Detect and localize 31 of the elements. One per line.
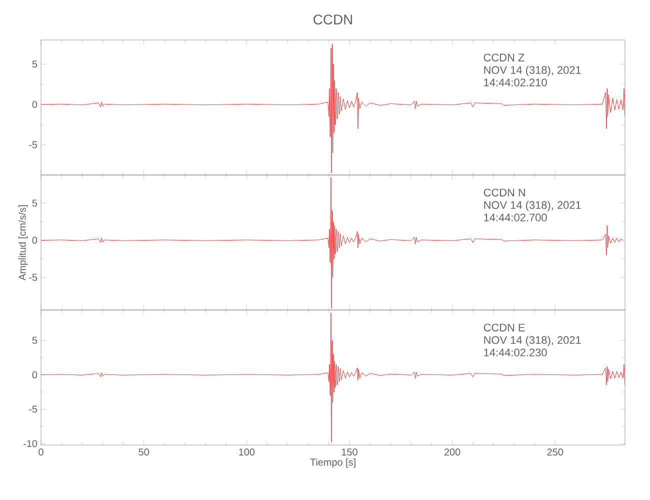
annotation: NOV 14 (318), 2021	[484, 336, 581, 346]
annotation: 14:44:02.700	[484, 214, 547, 222]
line-series	[41, 177, 624, 309]
y-tick-label: -5	[29, 406, 38, 413]
chart-title: CCDN	[314, 14, 352, 24]
y-tick-label: -5	[29, 141, 38, 148]
y-tick-label: -5	[29, 274, 38, 281]
x-tick-label: 100	[239, 448, 255, 456]
annotation: CCDN E	[484, 324, 525, 332]
annotation: NOV 14 (318), 2021	[484, 200, 581, 212]
y-tick-label: 0	[32, 371, 38, 378]
y-tick-label: 5	[32, 200, 38, 207]
x-axis-title: Tiempo [s]	[310, 458, 356, 468]
x-tick-label: 150	[342, 448, 358, 456]
x-tick-label: 50	[138, 448, 149, 456]
x-tick-label: 200	[444, 448, 460, 456]
line-series	[41, 44, 626, 174]
y-tick-label: 0	[32, 236, 38, 244]
y-tick-label: 5	[32, 60, 38, 68]
y-axis-title: Amplitud [cm/s/s]	[18, 205, 28, 280]
annotation: CCDN Z	[484, 54, 524, 62]
x-tick-label: 0	[38, 448, 44, 456]
annotation: CCDN N	[484, 188, 525, 196]
line-series	[41, 312, 626, 442]
y-tick-label: 0	[32, 100, 38, 108]
annotation: 14:44:02.210	[484, 78, 547, 86]
y-tick-label: -10	[24, 440, 38, 448]
y-tick-label: 5	[32, 336, 38, 344]
annotation: 14:44:02.230	[484, 348, 547, 356]
annotation: NOV 14 (318), 2021	[484, 66, 581, 76]
x-tick-label: 250	[547, 448, 564, 456]
